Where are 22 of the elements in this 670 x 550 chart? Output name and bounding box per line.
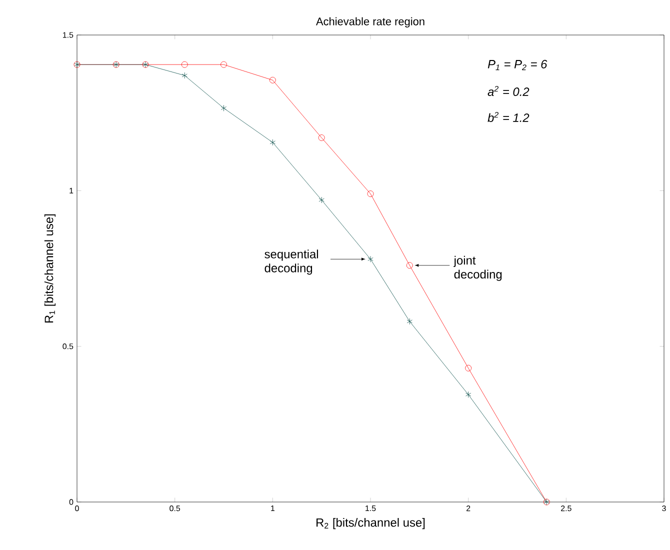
- point: [220, 61, 227, 68]
- point: [406, 262, 413, 269]
- point: [406, 318, 412, 325]
- point: [270, 139, 276, 146]
- chart-title: Achievable rate region: [316, 17, 424, 28]
- annotation: sequential decoding: [264, 250, 318, 275]
- point: [367, 190, 374, 197]
- point: [466, 391, 472, 398]
- annotation: b$^{2}$ = 1.2: [488, 112, 530, 122]
- point: [182, 72, 188, 79]
- annotation: joint decoding: [454, 256, 502, 281]
- point: [465, 364, 472, 372]
- point: [181, 61, 188, 68]
- point: [269, 76, 276, 84]
- y-axis-title: R$_{1}$ [bits/channel use]: [44, 214, 56, 322]
- point: [318, 196, 324, 204]
- x-axis-title: R$_{2}$ [bits/channel use]: [316, 518, 425, 530]
- point: [220, 104, 227, 112]
- annotation: a$^{2}$ = 0.2: [488, 86, 530, 96]
- point: [318, 134, 325, 141]
- annotation: P$_{1}$ = P$_{2}$ = 6: [488, 60, 548, 70]
- point: [368, 256, 374, 262]
